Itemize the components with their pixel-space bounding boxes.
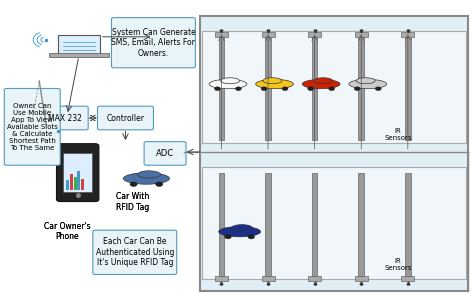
FancyBboxPatch shape bbox=[144, 142, 186, 165]
Ellipse shape bbox=[302, 79, 340, 89]
Ellipse shape bbox=[255, 79, 293, 89]
Text: MAX 232: MAX 232 bbox=[48, 114, 82, 122]
Bar bbox=[262, 32, 274, 37]
Ellipse shape bbox=[123, 173, 170, 184]
Circle shape bbox=[155, 182, 163, 187]
Bar bbox=[219, 37, 224, 140]
Bar bbox=[405, 173, 410, 276]
Circle shape bbox=[130, 182, 137, 187]
Bar bbox=[312, 173, 318, 276]
Text: Car With
RFID Tag: Car With RFID Tag bbox=[116, 193, 149, 212]
Bar bbox=[48, 53, 109, 57]
Bar bbox=[215, 32, 228, 37]
Text: IR
Sensors: IR Sensors bbox=[384, 258, 412, 271]
Text: Owner Can
Use Mobile
App To View
Available Slots
& Calculate
Shortest Path
To Th: Owner Can Use Mobile App To View Availab… bbox=[7, 103, 58, 151]
Ellipse shape bbox=[263, 78, 282, 84]
Circle shape bbox=[355, 87, 360, 91]
Ellipse shape bbox=[314, 78, 333, 84]
Ellipse shape bbox=[220, 78, 239, 84]
Text: Controller: Controller bbox=[107, 114, 145, 122]
Text: Car Owner's
Phone: Car Owner's Phone bbox=[44, 222, 91, 241]
Bar bbox=[401, 276, 414, 281]
Bar bbox=[308, 276, 321, 281]
Circle shape bbox=[308, 87, 314, 91]
FancyBboxPatch shape bbox=[42, 106, 88, 130]
Bar bbox=[265, 37, 271, 140]
Circle shape bbox=[282, 87, 288, 91]
Text: System Can Generate
SMS, Email, Alerts For
Owners.: System Can Generate SMS, Email, Alerts F… bbox=[111, 28, 195, 58]
Bar bbox=[64, 153, 92, 192]
Bar bbox=[58, 35, 100, 55]
Ellipse shape bbox=[219, 226, 261, 237]
Bar bbox=[219, 173, 224, 276]
FancyBboxPatch shape bbox=[93, 230, 177, 274]
Circle shape bbox=[215, 87, 220, 91]
Ellipse shape bbox=[231, 225, 253, 231]
Bar bbox=[202, 31, 465, 143]
Text: Car Owner's
Phone: Car Owner's Phone bbox=[44, 222, 91, 241]
FancyBboxPatch shape bbox=[56, 144, 99, 201]
Text: IR
Sensors: IR Sensors bbox=[384, 128, 412, 141]
Ellipse shape bbox=[137, 171, 161, 178]
Text: Car With
RFID Tag: Car With RFID Tag bbox=[116, 193, 149, 212]
Circle shape bbox=[375, 87, 381, 91]
FancyBboxPatch shape bbox=[200, 16, 468, 291]
Ellipse shape bbox=[356, 78, 375, 84]
Circle shape bbox=[236, 87, 241, 91]
Bar bbox=[401, 32, 414, 37]
Bar bbox=[308, 32, 321, 37]
Circle shape bbox=[261, 87, 267, 91]
Bar bbox=[202, 167, 465, 279]
Bar bbox=[262, 276, 274, 281]
Bar bbox=[405, 37, 410, 140]
Circle shape bbox=[328, 87, 335, 91]
Bar bbox=[77, 171, 80, 190]
Ellipse shape bbox=[349, 79, 387, 89]
Bar bbox=[70, 174, 73, 190]
FancyBboxPatch shape bbox=[98, 106, 154, 130]
Text: Each Car Can Be
Authenticated Using
It's Unique RFID Tag: Each Car Can Be Authenticated Using It's… bbox=[96, 238, 174, 267]
Bar bbox=[74, 177, 76, 190]
FancyBboxPatch shape bbox=[4, 89, 60, 165]
Circle shape bbox=[225, 235, 231, 239]
Bar bbox=[355, 32, 368, 37]
Bar bbox=[358, 37, 364, 140]
Bar bbox=[312, 37, 318, 140]
Bar bbox=[358, 173, 364, 276]
Text: ADC: ADC bbox=[156, 149, 174, 158]
Bar bbox=[215, 276, 228, 281]
Bar bbox=[81, 179, 84, 190]
Ellipse shape bbox=[209, 79, 247, 89]
Bar bbox=[265, 173, 271, 276]
FancyBboxPatch shape bbox=[111, 18, 195, 68]
Bar bbox=[66, 180, 69, 190]
Bar bbox=[355, 276, 368, 281]
Circle shape bbox=[248, 235, 255, 239]
